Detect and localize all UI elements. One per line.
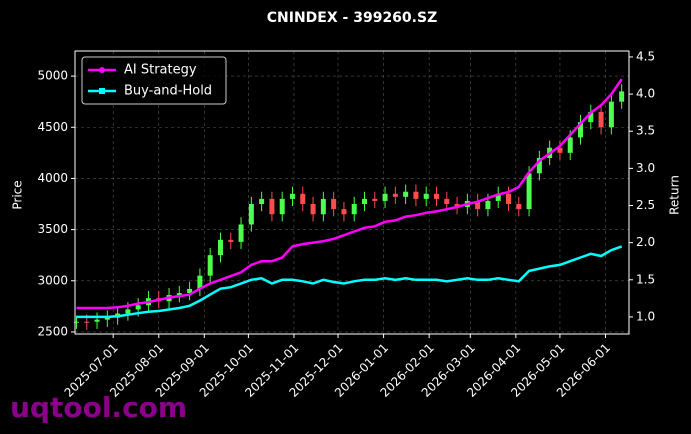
candle-body [567,137,573,153]
return-line [76,78,623,310]
plot-frame [74,50,630,335]
legend-label: AI Strategy [124,63,197,78]
candle-body [279,198,285,215]
candle-body [619,91,625,102]
candle-body [506,193,512,205]
candle-body [135,305,141,310]
candle-body [238,224,244,242]
y2-tick-label: 2.5 [636,198,655,212]
candle-body [382,193,388,201]
y-tick-label: 3000 [37,273,68,287]
y2-axis-label: Return [668,175,682,215]
candle-body [372,198,378,201]
y2-tick-label: 3.0 [636,161,655,175]
y2-tick-label: 1.5 [636,272,655,286]
candle-body [94,319,100,322]
legend-marker [99,67,105,73]
legend-marker [99,88,105,94]
candle-body [331,198,337,210]
candle-body [392,193,398,197]
legend-label: Buy-and-Hold [124,84,212,99]
watermark: uqtool.com [10,391,187,424]
candle-body [259,198,265,205]
candle-body [598,111,604,128]
candle-body [73,321,79,323]
candle-body [217,239,223,256]
candle-body [403,191,409,197]
candle-body [578,122,584,138]
candle-body [557,147,563,153]
candle-body [526,173,532,210]
candle-body [320,198,326,215]
candle-body [485,200,491,210]
candle-body [197,275,203,289]
candle-body [310,204,316,215]
candle-body [176,293,182,296]
candle-body [444,198,450,205]
legend-box [81,56,227,105]
y2-tick-label: 1.0 [636,309,655,323]
candle-body [536,157,542,174]
candle-body [475,200,481,210]
candle-body [300,193,306,205]
y2-tick-label: 3.5 [636,124,655,138]
candle-body [423,193,429,199]
y-tick-label: 5000 [37,69,68,83]
candle-body [413,191,419,199]
return-line [76,245,623,319]
y2-tick-label: 2.0 [636,235,655,249]
y-tick-label: 4000 [37,171,68,185]
y2-tick-label: 4.0 [636,87,655,101]
candle-body [361,198,367,205]
candle-body [588,111,594,123]
candle-body [269,198,275,215]
candle-body [84,321,90,323]
y2-tick-label: 4.5 [636,49,655,63]
candle-body [351,204,357,215]
y-tick-label: 2500 [37,324,68,338]
y-tick-label: 3500 [37,222,68,236]
candle-body [433,193,439,199]
candle-body [495,193,501,201]
y-axis-label: Price [11,180,25,209]
y-tick-label: 4500 [37,120,68,134]
candle-body [516,204,522,210]
candle-body [187,288,193,294]
candle-body [207,255,213,276]
candle-body [104,317,110,320]
candle-body [608,101,614,128]
candle-body [289,193,295,199]
candle-body [341,209,347,215]
chart-title: CNINDEX - 399260.SZ [267,10,437,26]
candle-body [248,204,254,225]
candle-body [228,239,234,242]
plot-area [73,51,629,334]
candle-body [454,204,460,208]
candle-body [125,309,131,314]
